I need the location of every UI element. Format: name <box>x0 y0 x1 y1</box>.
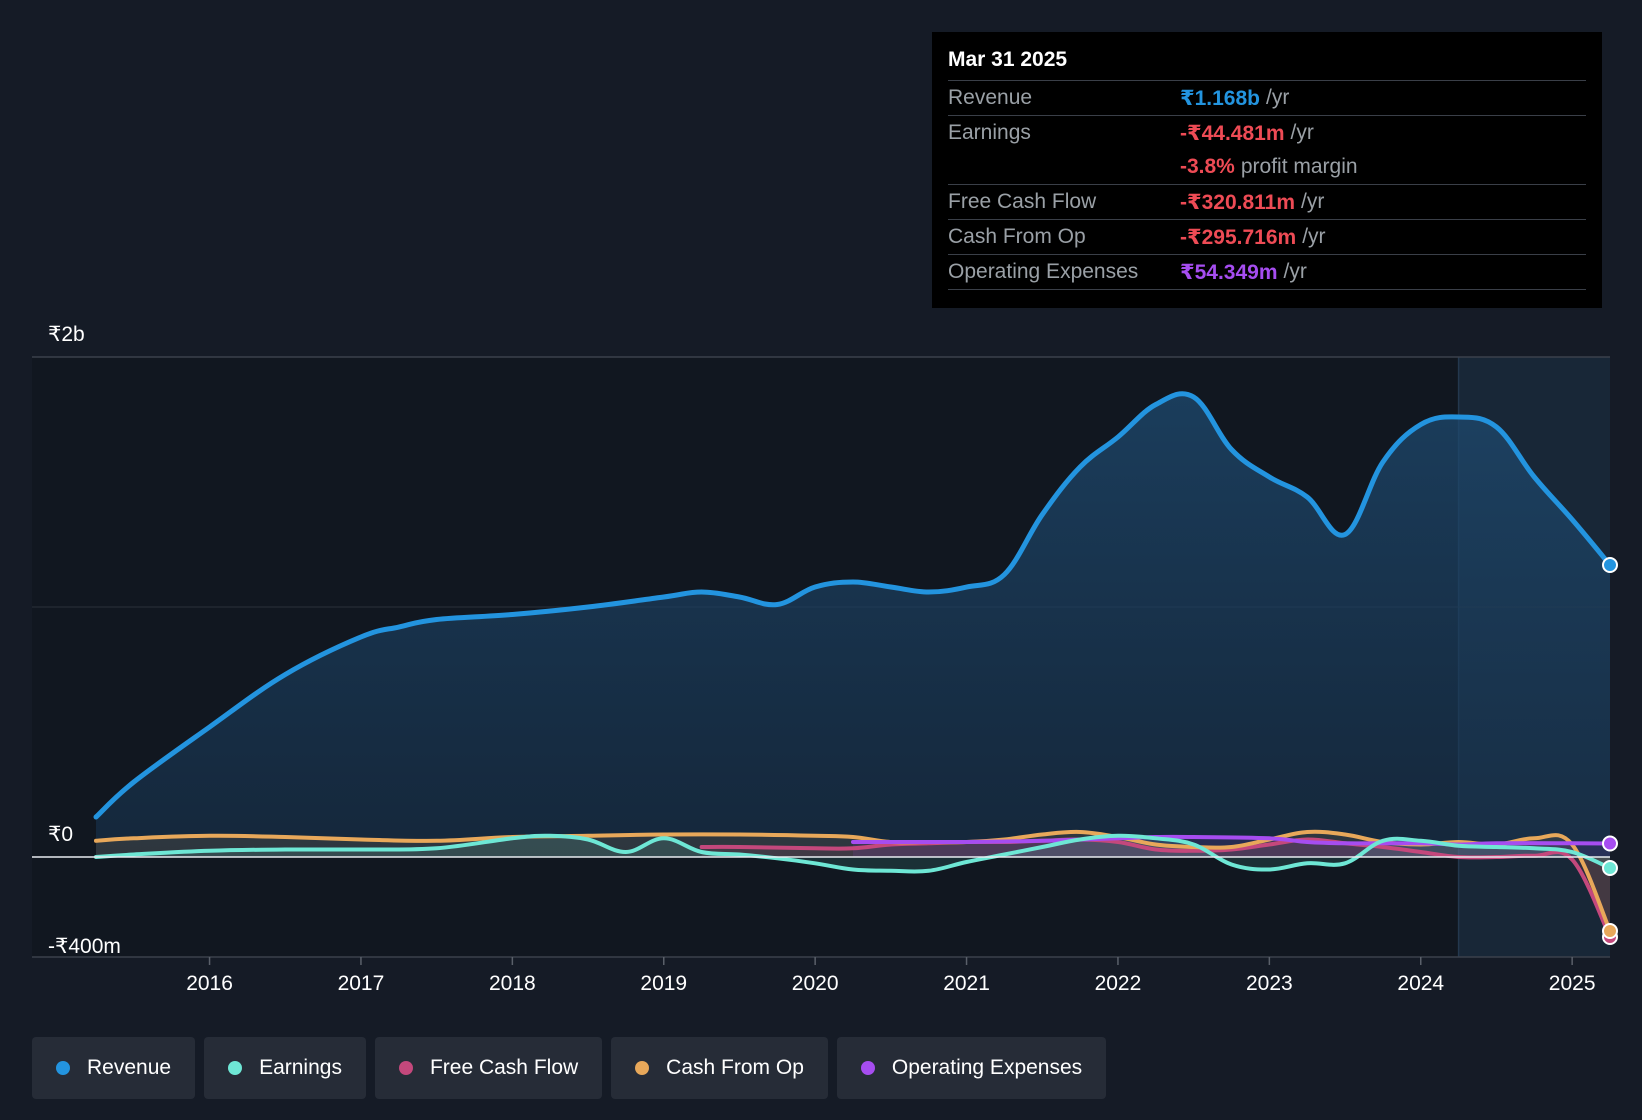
legend-item-earnings[interactable]: Earnings <box>204 1037 366 1099</box>
tooltip-row-operating-expenses: Operating Expenses ₹54.349m /yr <box>948 254 1586 290</box>
opex-line <box>851 834 1612 847</box>
revenue-area <box>96 393 1610 857</box>
tooltip-label: Revenue <box>948 86 1033 109</box>
x-tick-label: 2019 <box>640 972 687 995</box>
tooltip-label: Earnings <box>948 121 1031 144</box>
legend-item-cash-from-op[interactable]: Cash From Op <box>611 1037 828 1099</box>
cfo-end-point <box>1602 923 1618 939</box>
tooltip-unit: /yr <box>1266 86 1290 109</box>
revenue-end-point <box>1602 557 1618 573</box>
x-tick-label: 2021 <box>943 972 990 995</box>
tooltip-value: -₹295.716m <box>1180 225 1297 249</box>
x-tick-label: 2017 <box>338 972 385 995</box>
legend-item-revenue[interactable]: Revenue <box>32 1037 196 1099</box>
tooltip-label: Free Cash Flow <box>948 190 1097 213</box>
opex-end-point <box>1602 835 1618 852</box>
tooltip-value: ₹1.168b <box>1180 86 1260 110</box>
legend-label: Operating Expenses <box>891 1056 1083 1079</box>
x-tick-label: 2023 <box>1246 972 1293 995</box>
x-tick-label: 2018 <box>489 972 536 995</box>
tooltip-value: ₹54.349m <box>1180 260 1278 284</box>
legend-dot-icon <box>228 1061 243 1075</box>
legend-dot-icon <box>56 1061 70 1075</box>
tooltip-unit: profit margin <box>1240 155 1358 178</box>
tooltip-unit: /yr <box>1290 121 1314 144</box>
tooltip-date: Mar 31 2025 <box>948 48 1068 71</box>
tooltip-label: Operating Expenses <box>948 260 1139 283</box>
tooltip-row-profit-margin: -3.8% profit margin <box>948 150 1586 184</box>
legend-dot-icon <box>860 1061 875 1075</box>
tooltip-value: -₹320.811m <box>1180 190 1296 214</box>
legend-item-free-cash-flow[interactable]: Free Cash Flow <box>374 1037 603 1099</box>
legend-label: Earnings <box>259 1056 342 1079</box>
tooltip-value: -3.8% <box>1180 155 1235 178</box>
y-tick-label: ₹2b <box>48 323 85 346</box>
x-tick-label: 2020 <box>792 972 839 995</box>
tooltip-unit: /yr <box>1301 190 1325 213</box>
x-tick-label: 2024 <box>1397 972 1444 995</box>
revenue-line <box>93 391 1613 820</box>
legend-label: Cash From Op <box>666 1056 804 1079</box>
tooltip-row-free-cash-flow: Free Cash Flow -₹320.811m /yr <box>948 184 1586 219</box>
legend-label: Revenue <box>87 1056 172 1079</box>
tooltip-row-earnings: Earnings -₹44.481m /yr <box>948 115 1586 150</box>
y-tick-label: ₹0 <box>48 823 73 846</box>
tooltip: Mar 31 2025 Revenue ₹1.168b /yr Earnings… <box>932 32 1602 308</box>
legend-label: Free Cash Flow <box>429 1056 579 1079</box>
tooltip-unit: /yr <box>1302 225 1326 248</box>
x-tick-label: 2025 <box>1549 972 1596 995</box>
y-tick-label: -₹400m <box>48 935 121 958</box>
x-tick-label: 2016 <box>186 972 233 995</box>
tooltip-value: -₹44.481m <box>1180 121 1285 145</box>
legend: Revenue Earnings Free Cash Flow Cash Fro… <box>32 1037 1107 1099</box>
tooltip-label: Cash From Op <box>948 225 1086 248</box>
legend-dot-icon <box>398 1061 413 1075</box>
earnings-line <box>94 833 1612 874</box>
x-tick-label: 2022 <box>1095 972 1142 995</box>
earnings-end-point <box>1602 860 1618 876</box>
tooltip-row-revenue: Revenue ₹1.168b /yr <box>948 80 1586 115</box>
tooltip-row-cash-from-op: Cash From Op -₹295.716m /yr <box>948 219 1586 254</box>
legend-dot-icon <box>635 1061 650 1075</box>
legend-item-operating-expenses[interactable]: Operating Expenses <box>836 1037 1107 1099</box>
tooltip-unit: /yr <box>1283 260 1307 283</box>
